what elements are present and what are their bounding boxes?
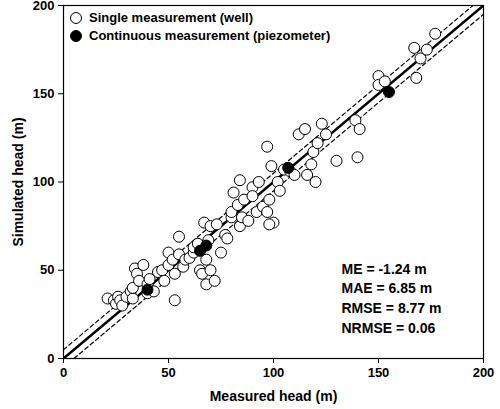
html-text:Continuous measurement (piezom: Continuous measurement (piezometer) — [89, 28, 331, 43]
svg-text:Measured head (m): Measured head (m) — [210, 388, 338, 404]
svg-text:150: 150 — [368, 365, 390, 380]
svg-text:200: 200 — [33, 0, 55, 13]
svg-text:100: 100 — [33, 174, 55, 189]
svg-text:0: 0 — [47, 351, 54, 366]
svg-text:150: 150 — [33, 86, 55, 101]
svg-text:50: 50 — [161, 365, 175, 380]
svg-text:50: 50 — [40, 262, 54, 277]
svg-text:0: 0 — [60, 365, 67, 380]
svg-text:ME = -1.24 mMAE = 6.85 mRMSE =: ME = -1.24 mMAE = 6.85 mRMSE = 8.77 mNRM… — [342, 261, 442, 336]
html-text:Single measurement (well): Single measurement (well) — [89, 10, 253, 25]
svg-text:100: 100 — [263, 365, 285, 380]
svg-text:200: 200 — [473, 365, 495, 380]
svg-text:Simulated head (m): Simulated head (m) — [10, 117, 26, 246]
